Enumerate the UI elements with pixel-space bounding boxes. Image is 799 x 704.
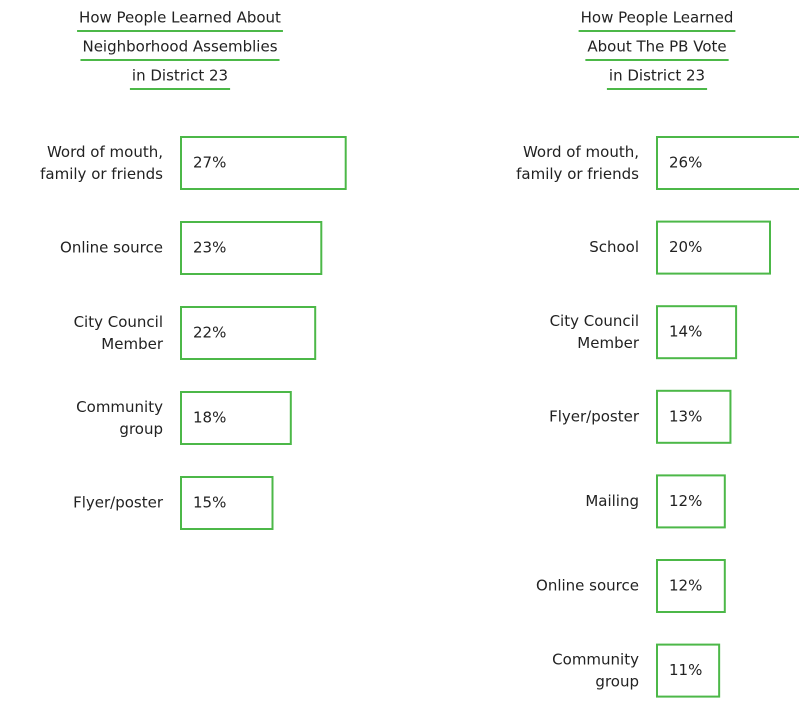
category-label: School — [589, 238, 639, 256]
category-label: Community group — [552, 650, 639, 690]
chart-title: Neighborhood Assemblies — [82, 38, 277, 56]
chart-title: How People Learned — [581, 9, 734, 27]
category-label: City Council Member — [550, 312, 640, 352]
value-label: 14% — [669, 323, 702, 341]
chart-title: in District 23 — [609, 67, 705, 85]
category-label: Online source — [60, 239, 163, 257]
category-label: Online source — [536, 577, 639, 595]
bar — [180, 476, 274, 530]
category-label: Word of mouth, family or friends — [40, 143, 163, 183]
category-label: Community group — [76, 398, 163, 438]
value-label: 15% — [193, 494, 226, 512]
category-label: City Council Member — [74, 313, 164, 353]
value-label: 20% — [669, 238, 702, 256]
bar — [656, 305, 738, 360]
bar — [180, 391, 292, 445]
bar — [180, 221, 323, 275]
value-label: 27% — [193, 154, 226, 172]
bar — [656, 559, 726, 613]
value-label: 26% — [669, 154, 702, 172]
value-label: 23% — [193, 239, 226, 257]
chart-title: About The PB Vote — [587, 38, 726, 56]
chart-title: in District 23 — [132, 67, 228, 85]
bar — [656, 220, 771, 275]
chart-title: How People Learned About — [79, 9, 281, 27]
category-label: Flyer/poster — [73, 494, 164, 512]
value-label: 12% — [669, 492, 702, 510]
category-label: Word of mouth, family or friends — [516, 143, 639, 183]
bar — [656, 389, 732, 444]
value-label: 22% — [193, 324, 226, 342]
value-label: 12% — [669, 577, 702, 595]
value-label: 18% — [193, 409, 226, 427]
category-label: Mailing — [585, 492, 639, 510]
value-label: 11% — [669, 661, 702, 679]
category-label: Flyer/poster — [549, 407, 640, 425]
bar — [180, 136, 347, 190]
value-label: 13% — [669, 407, 702, 425]
bar — [656, 643, 721, 698]
bar — [180, 306, 317, 360]
bar — [656, 474, 726, 529]
bar — [656, 136, 799, 190]
